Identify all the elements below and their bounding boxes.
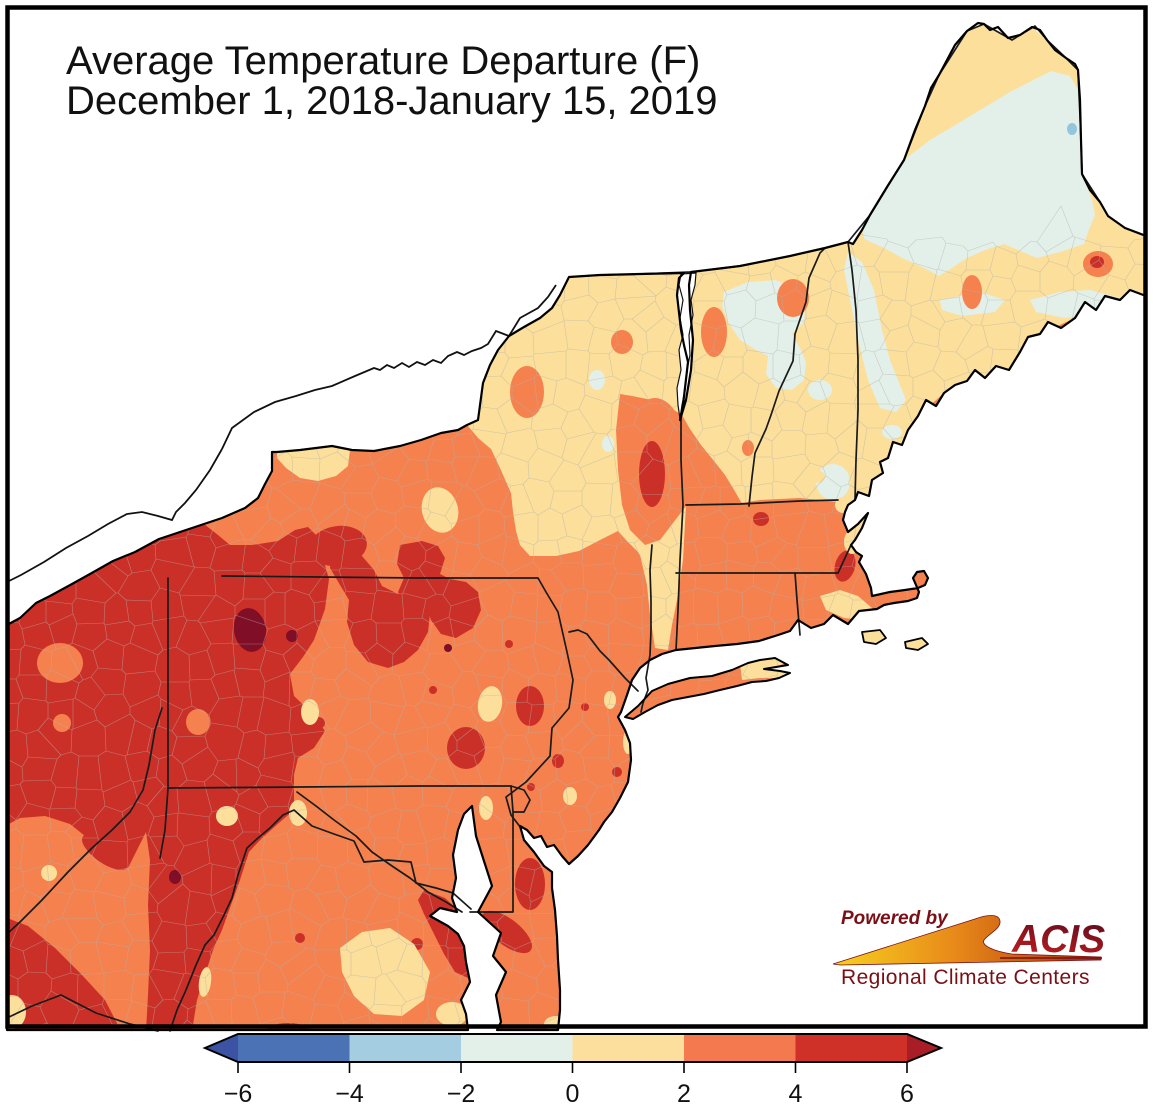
svg-text:Regional Climate Centers: Regional Climate Centers bbox=[841, 966, 1090, 989]
svg-text:Average Temperature Departure: Average Temperature Departure (F) bbox=[66, 39, 700, 83]
svg-text:0: 0 bbox=[566, 1080, 580, 1108]
svg-text:Powered by: Powered by bbox=[841, 908, 949, 929]
svg-text:6: 6 bbox=[900, 1080, 914, 1108]
svg-text:−2: −2 bbox=[447, 1080, 476, 1108]
svg-text:ACIS: ACIS bbox=[1011, 918, 1105, 961]
svg-text:−6: −6 bbox=[224, 1080, 253, 1108]
svg-text:4: 4 bbox=[789, 1080, 803, 1108]
svg-text:2: 2 bbox=[677, 1080, 691, 1108]
svg-text:December 1, 2018-January 15, 2: December 1, 2018-January 15, 2019 bbox=[66, 79, 718, 123]
svg-text:−4: −4 bbox=[335, 1080, 364, 1108]
